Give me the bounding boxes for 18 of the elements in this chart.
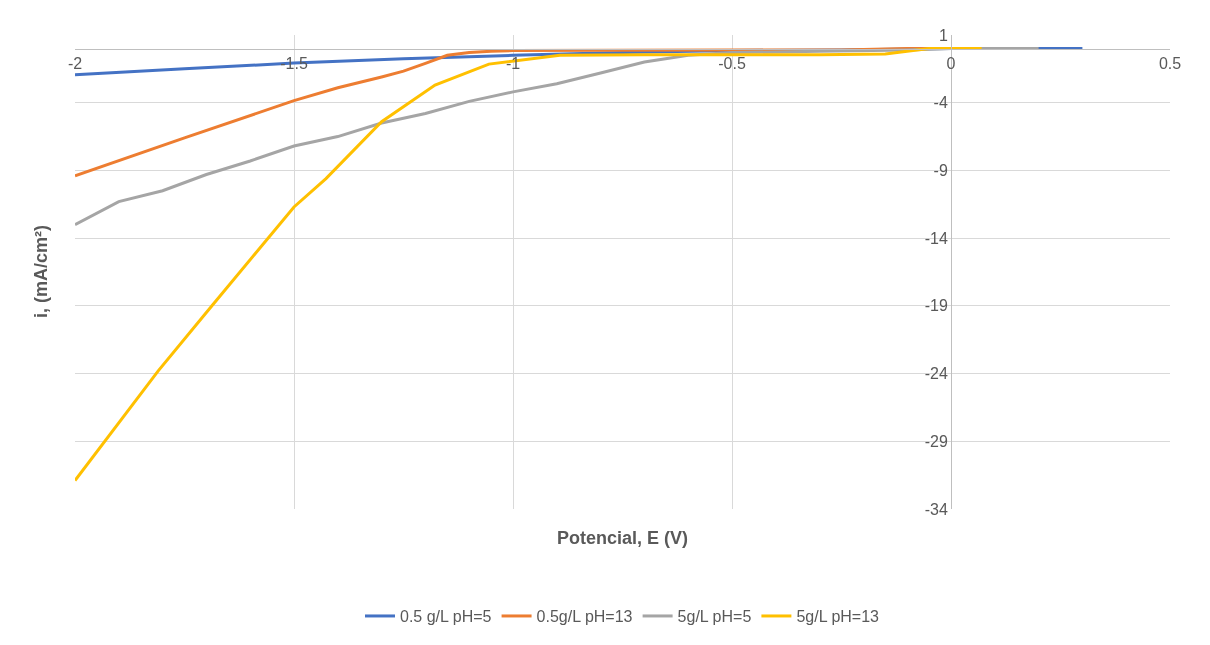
x-axis-title: Potencial, E (V): [557, 528, 689, 548]
x-tick-label: -2: [67, 54, 83, 72]
x-tick-label: -0.5: [718, 54, 746, 72]
x-tick-label: 0.5: [1158, 54, 1182, 72]
legend-label: 0.5g/L pH=13: [536, 608, 633, 626]
y-tick-label: -4: [933, 94, 948, 112]
legend-label: 5g/L pH=13: [796, 608, 880, 626]
y-tick-label: -19: [924, 297, 948, 315]
legend-label: 5g/L pH=5: [677, 608, 752, 626]
y-tick-label: 1: [938, 26, 948, 44]
y-tick-label: -14: [924, 229, 948, 247]
y-tick-label: -29: [924, 432, 948, 450]
y-tick-label: -24: [924, 365, 948, 383]
y-axis-title: i, (mA/cm²): [31, 225, 52, 319]
y-tick-label: -34: [924, 500, 948, 518]
legend-label: 0.5 g/L pH=5: [400, 608, 492, 626]
x-tick-label: 0: [946, 54, 956, 72]
y-tick-label: -9: [933, 162, 948, 180]
